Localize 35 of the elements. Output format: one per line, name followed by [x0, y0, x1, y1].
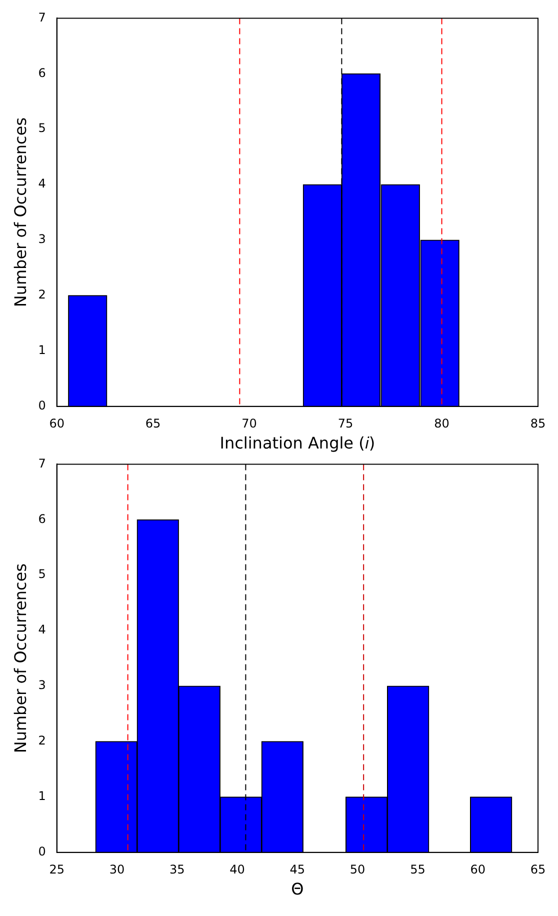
y-tick-label: 4: [38, 622, 46, 637]
y-tick-label: 7: [38, 10, 46, 24]
x-tick-label: 30: [109, 862, 125, 877]
x-tick-label: 60: [49, 416, 64, 431]
y-tick-label: 7: [38, 456, 46, 470]
y-tick-label: 5: [38, 121, 46, 136]
x-tick-label: 40: [230, 862, 245, 877]
x-tick-label: 35: [169, 862, 185, 877]
x-tick-label: 55: [410, 862, 426, 877]
y-tick-label: 3: [38, 678, 46, 692]
y-tick-label: 4: [38, 176, 46, 191]
y-tick-label: 6: [38, 512, 46, 526]
y-tick-label: 2: [38, 734, 46, 748]
x-tick-label: 65: [530, 862, 546, 877]
x-axis-title: Inclination Angle (𝑖): [220, 434, 376, 453]
y-tick-label: 3: [38, 232, 46, 246]
y-tick-label: 2: [38, 288, 46, 302]
y-axis-title: Number of Occurrences: [10, 563, 30, 754]
x-tick-label: 60: [470, 862, 486, 877]
x-tick-label: 75: [338, 416, 354, 431]
y-axis-title: Number of Occurrences: [10, 117, 30, 308]
y-tick-label: 1: [38, 789, 46, 804]
x-tick-label: 80: [434, 416, 450, 431]
y-tick-label: 0: [38, 398, 46, 413]
y-tick-label: 6: [38, 66, 46, 80]
x-tick-label: 65: [145, 416, 161, 431]
x-tick-label: 25: [49, 862, 64, 877]
x-axis-title: Θ: [291, 880, 304, 899]
y-tick-label: 1: [38, 343, 46, 358]
y-tick-label: 5: [38, 567, 46, 582]
x-tick-label: 45: [290, 862, 306, 877]
x-tick-label: 50: [350, 862, 366, 877]
x-tick-label: 70: [242, 416, 257, 431]
y-tick-label: 0: [38, 844, 46, 859]
x-tick-label: 85: [530, 416, 546, 431]
